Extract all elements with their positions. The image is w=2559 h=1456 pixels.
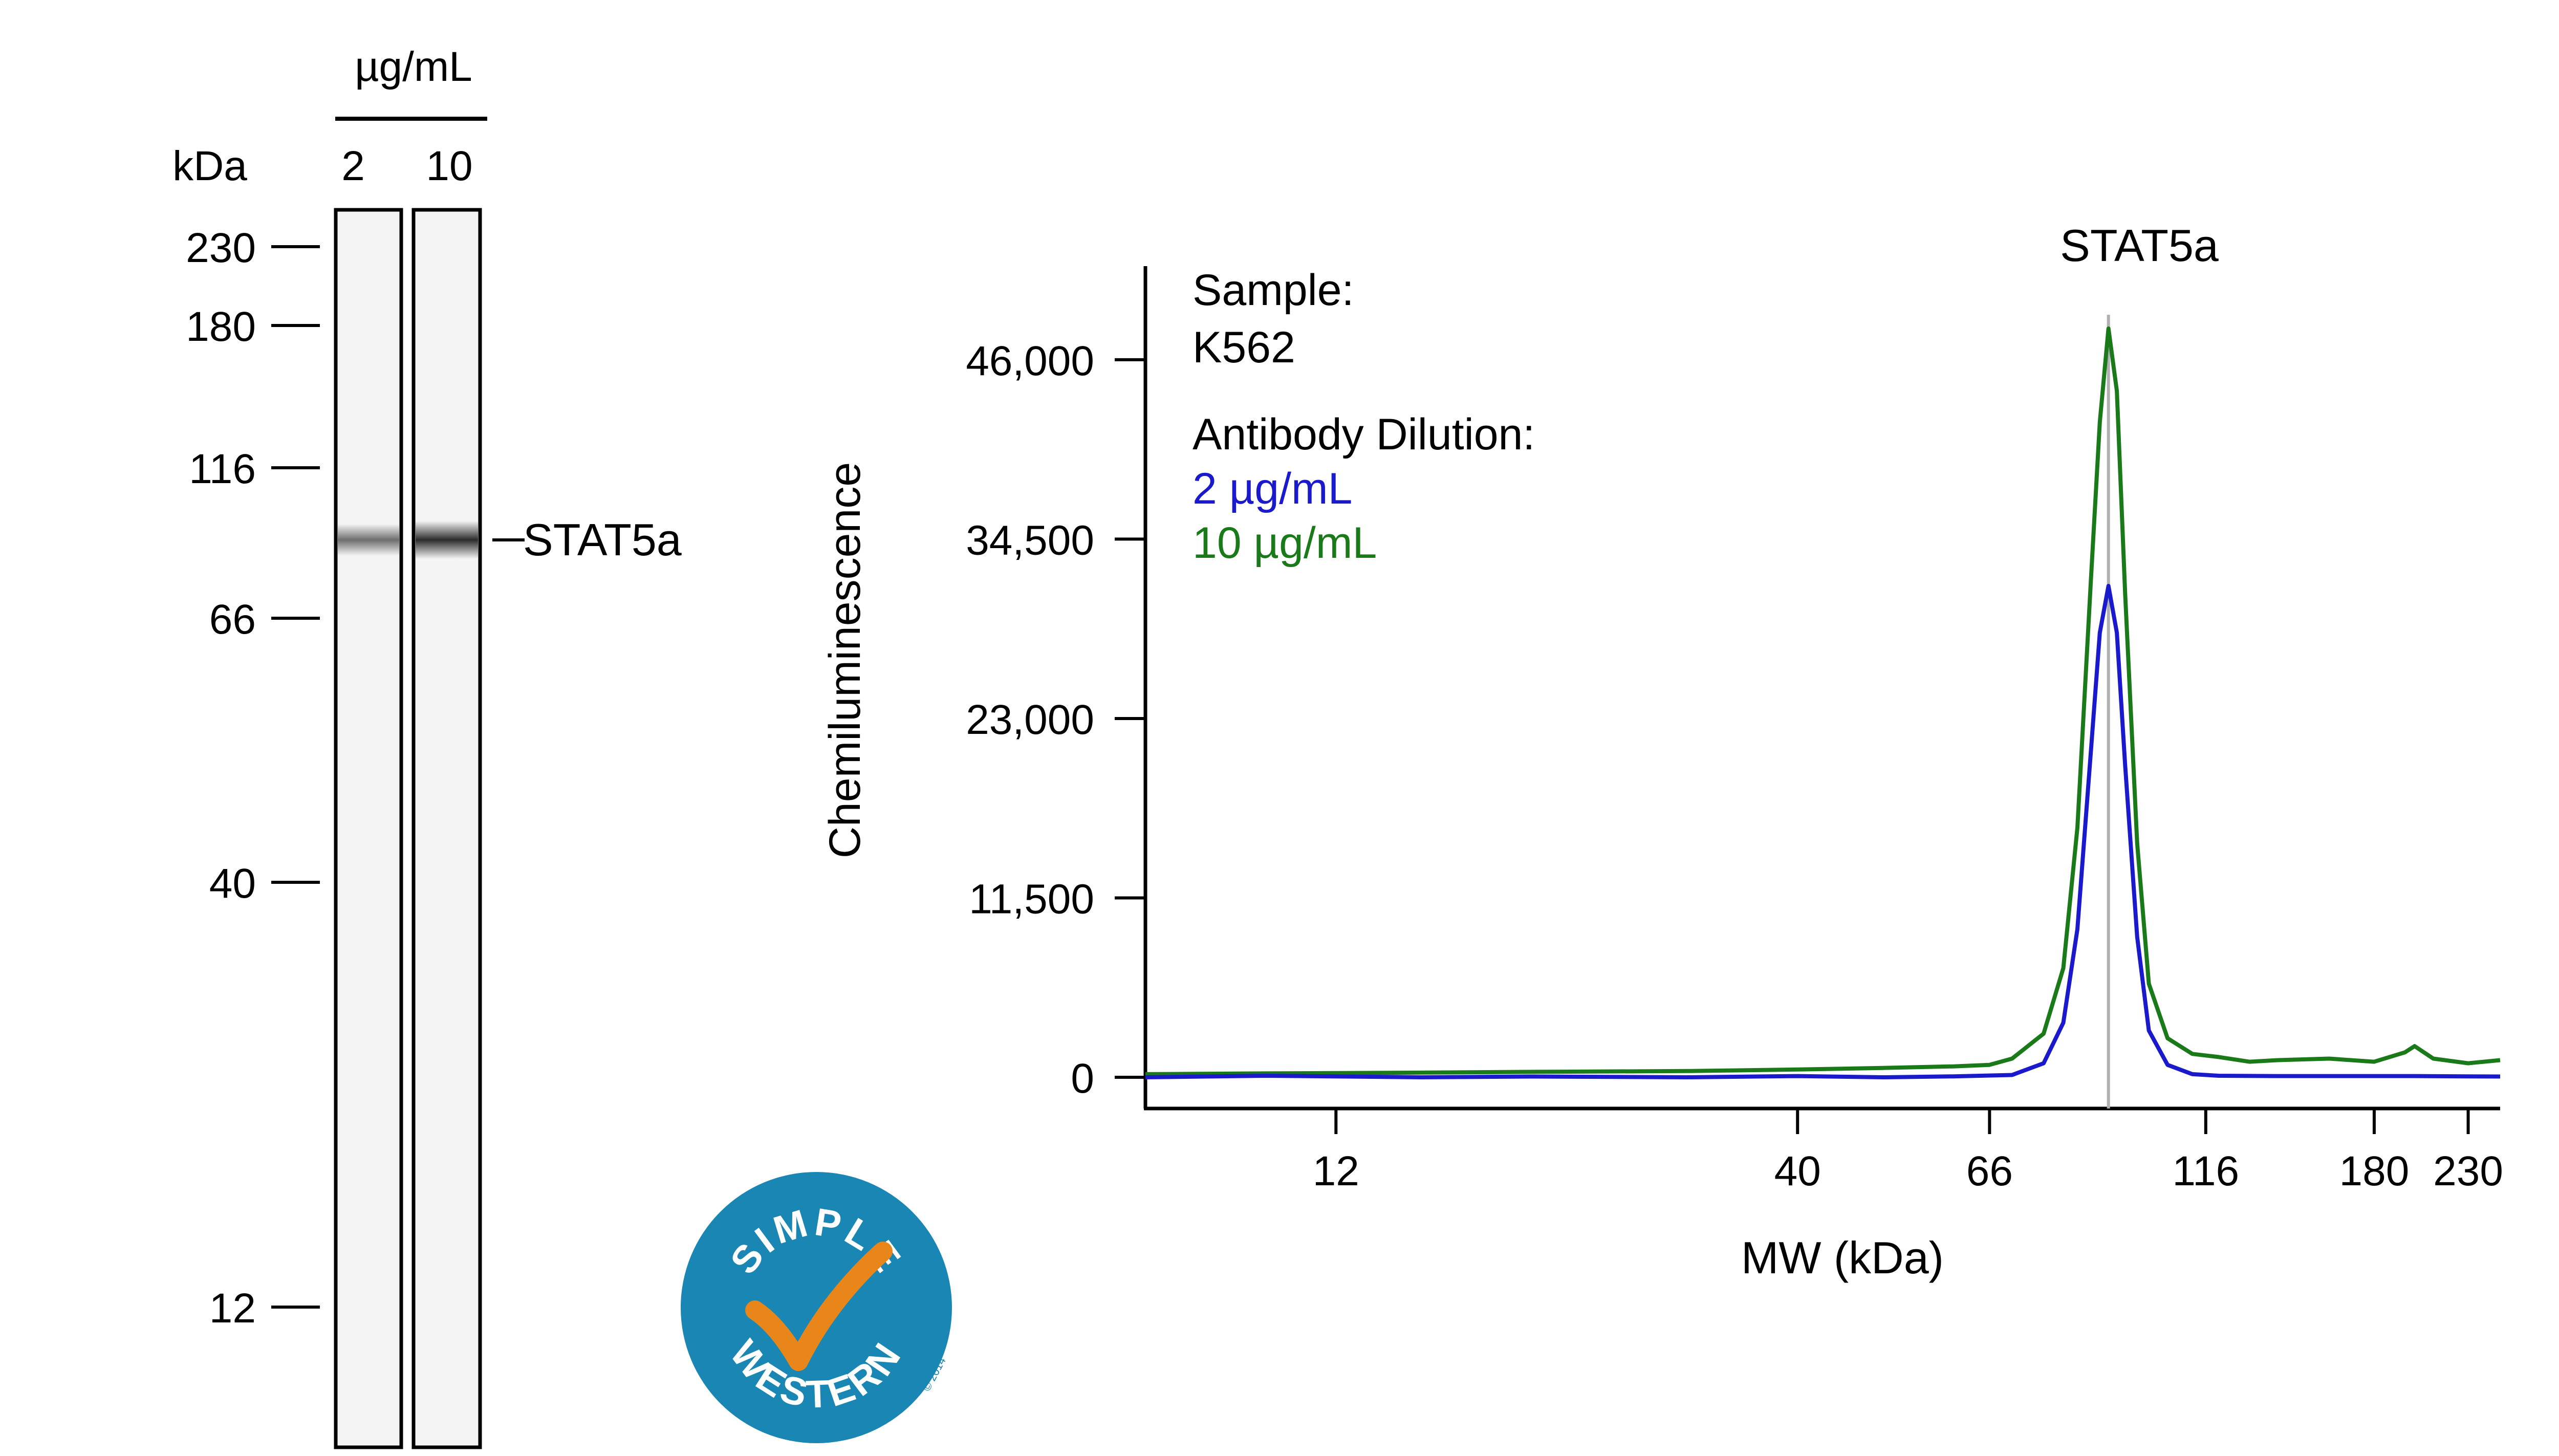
- marker-label-230: 230: [186, 225, 256, 271]
- gel-lane-1: [334, 208, 403, 1449]
- marker-label-40: 40: [209, 860, 256, 907]
- series-line-2-ug-ml: [1145, 583, 2501, 1079]
- legend-entry-2-ug-ml: 2 µg/mL: [1192, 464, 1352, 513]
- x-axis-ticks: 12 40 66 116 180 230: [1313, 1109, 2503, 1194]
- stat5a-band-lane-1: [338, 524, 399, 556]
- gel-panel: µg/mL kDa 2 10 STAT5a 230 180 116 66 40 …: [172, 44, 682, 1449]
- electropherogram-chart: STAT5a Chemiluminescence MW (kDa) Sample…: [820, 220, 2503, 1283]
- y-tick-label: 0: [1071, 1055, 1094, 1102]
- y-tick-label: 46,000: [966, 338, 1094, 384]
- marker-label-180: 180: [186, 303, 256, 350]
- y-tick-label: 23,000: [966, 697, 1094, 743]
- kda-label: kDa: [172, 143, 247, 189]
- marker-label-12: 12: [209, 1285, 256, 1332]
- x-axis-label: MW (kDa): [1741, 1232, 1944, 1283]
- band-label: STAT5a: [523, 514, 682, 565]
- marker-label-66: 66: [209, 596, 256, 643]
- simple-western-logo: SIMPLE WESTERN © 2014: [681, 1172, 952, 1443]
- logo-circle: [681, 1172, 952, 1443]
- y-axis-label: Chemiluminescence: [820, 462, 870, 858]
- y-axis-ticks: 0 11,500 23,000 34,500 46,000: [966, 338, 1145, 1102]
- legend-entry-10-ug-ml: 10 µg/mL: [1192, 518, 1377, 568]
- check-mark-icon: [745, 1242, 893, 1371]
- plot-area: [1145, 315, 2501, 1109]
- x-tick-label: 116: [2172, 1148, 2239, 1194]
- marker-label-116: 116: [189, 446, 256, 492]
- concentration-label: µg/mL: [355, 44, 472, 90]
- x-tick-label: 180: [2339, 1148, 2410, 1194]
- mw-markers: 230 180 116 66 40 12: [186, 225, 320, 1332]
- x-tick-label: 230: [2433, 1148, 2503, 1194]
- lane-label-10: 10: [426, 143, 472, 189]
- chart-title: STAT5a: [2060, 220, 2219, 271]
- x-tick-label: 40: [1774, 1148, 1821, 1194]
- x-tick-label: 66: [1966, 1148, 2013, 1194]
- chart-legend: Sample: K562 Antibody Dilution: 2 µg/mL …: [1192, 266, 1535, 568]
- legend-dilution-heading: Antibody Dilution:: [1192, 410, 1535, 459]
- series-line-10-ug-ml: [1145, 326, 2501, 1076]
- stat5a-band-lane-2: [416, 521, 478, 559]
- y-tick-label: 34,500: [966, 517, 1094, 563]
- lane-label-2: 2: [341, 143, 365, 189]
- y-tick-label: 11,500: [969, 876, 1094, 923]
- legend-sample-value: K562: [1192, 323, 1295, 372]
- gel-lane-2: [411, 208, 482, 1449]
- legend-sample-heading: Sample:: [1192, 266, 1354, 315]
- x-tick-label: 12: [1313, 1148, 1359, 1194]
